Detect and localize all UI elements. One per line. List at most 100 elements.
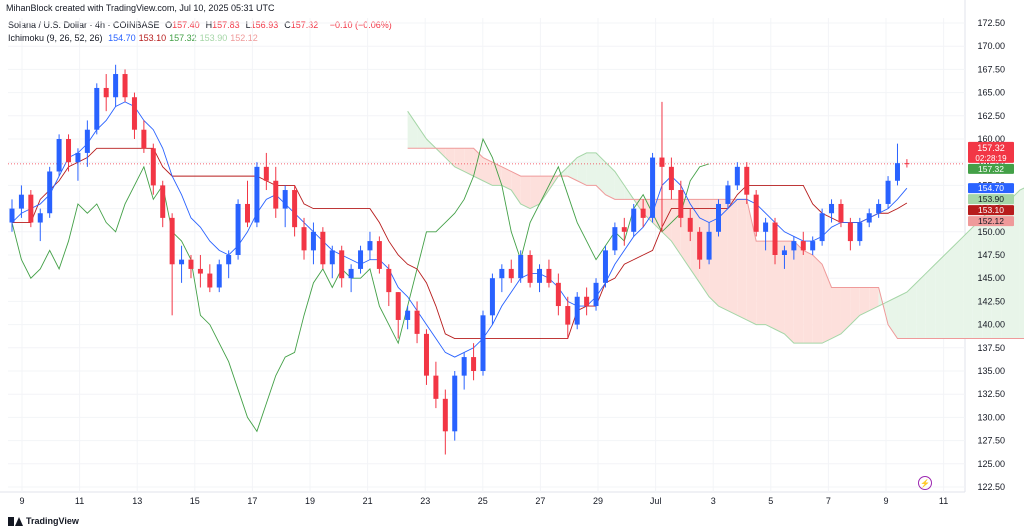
ichimoku-cloud xyxy=(407,110,1024,344)
cloud-segment xyxy=(577,152,587,186)
cloud-segment xyxy=(944,245,954,339)
candle-body xyxy=(28,194,34,223)
y-tick-label: 147.50 xyxy=(977,250,1005,260)
tradingview-logo[interactable]: TradingView xyxy=(8,516,79,526)
indicator-name: Ichimoku (9, 26, 52, 26) xyxy=(8,33,103,43)
candle-body xyxy=(37,213,43,223)
candle-body xyxy=(179,259,185,265)
change-value: −0.10 (−0.06%) xyxy=(329,20,392,30)
candle-body xyxy=(84,129,90,153)
y-tick-label: 142.50 xyxy=(977,296,1005,306)
price-label-badge xyxy=(968,194,1014,205)
candle-body xyxy=(122,74,128,98)
cloud-segment xyxy=(473,148,483,181)
ichimoku-legend: Ichimoku (9, 26, 52, 26) 154.70 153.10 157… xyxy=(8,33,264,43)
cloud-segment xyxy=(765,241,776,330)
x-tick-label: 17 xyxy=(247,496,257,506)
candle-body xyxy=(47,171,53,214)
indicator-value: 153.90 xyxy=(199,33,228,43)
indicator-values: 154.70 153.10 157.32 153.90 152.12 xyxy=(108,33,261,43)
y-tick-label: 165.00 xyxy=(977,88,1005,98)
candle-body xyxy=(263,166,269,181)
candle-body xyxy=(650,157,656,218)
candle-body xyxy=(489,278,495,316)
x-tick-label: 25 xyxy=(478,496,488,506)
x-tick-label: 3 xyxy=(711,496,716,506)
price-label-value: 153.90 xyxy=(978,194,1004,204)
cloud-segment xyxy=(520,176,531,209)
x-tick-label: 9 xyxy=(883,496,888,506)
x-tick-label: 13 xyxy=(132,496,142,506)
x-tick-label: 15 xyxy=(190,496,200,506)
cloud-segment xyxy=(756,241,766,325)
candle-body xyxy=(461,357,467,376)
candle-body xyxy=(593,282,599,307)
x-tick-label: 21 xyxy=(363,496,373,506)
candle-body xyxy=(471,357,477,371)
candle-body xyxy=(734,166,740,186)
alert-icon[interactable]: ⚡ xyxy=(918,476,932,490)
candle-body xyxy=(894,163,900,181)
price-legend: Solana / U.S. Dollar · 4h · COINBASE O15… xyxy=(8,20,395,30)
candle-body xyxy=(216,264,222,288)
cloud-segment xyxy=(417,125,427,149)
y-tick-label: 140.00 xyxy=(977,320,1005,330)
candle-body xyxy=(753,194,759,232)
candle-body xyxy=(442,398,448,432)
candle-body xyxy=(744,166,750,195)
y-tick-label: 127.50 xyxy=(977,436,1005,446)
cloud-segment xyxy=(803,250,813,344)
candle-body xyxy=(810,241,816,251)
grid xyxy=(0,0,966,493)
time-axis[interactable]: 9 11 13 15 17 19 21 23 25 27 29 Jul 3 5 7 9 11 xyxy=(19,496,948,506)
indicator-value: 154.70 xyxy=(108,33,136,43)
candle-body xyxy=(358,250,364,269)
cloud-segment xyxy=(699,199,710,297)
cloud-segment xyxy=(445,148,455,167)
candle-body xyxy=(141,129,147,149)
cloud-segment xyxy=(661,199,672,242)
cloud-segment xyxy=(897,292,907,339)
candle-body xyxy=(273,180,279,209)
candle-body xyxy=(197,268,203,274)
candle-body xyxy=(235,203,241,255)
candle-body xyxy=(904,163,910,165)
candle-body xyxy=(367,241,373,251)
candle-body xyxy=(829,203,835,214)
candle-body xyxy=(66,139,72,163)
price-label-value: 157.32 xyxy=(978,164,1004,174)
y-tick-label: 167.50 xyxy=(977,64,1005,74)
candle-body xyxy=(226,255,232,265)
cloud-segment xyxy=(982,208,992,339)
y-tick-label: 162.50 xyxy=(977,111,1005,121)
candle-body xyxy=(480,315,486,371)
candle-body xyxy=(329,250,335,265)
indicator-value: 152.12 xyxy=(230,33,258,43)
candle-body xyxy=(819,213,825,242)
candle-body xyxy=(452,375,458,432)
candle-body xyxy=(716,203,721,232)
candle-body xyxy=(113,74,119,98)
cloud-segment xyxy=(812,255,823,344)
x-tick-label: 29 xyxy=(593,496,603,506)
cloud-segment xyxy=(737,199,747,320)
span-a-line xyxy=(407,110,1024,344)
cloud-segment xyxy=(407,111,418,149)
candle-body xyxy=(508,268,514,279)
price-axis[interactable]: 172.50170.00167.50165.00162.50160.00157.… xyxy=(977,18,1005,492)
symbol-label: Solana / U.S. Dollar · 4h · COINBASE xyxy=(8,20,160,30)
candle-body xyxy=(584,296,590,307)
attribution-text: MihanBlock created with TradingView.com,… xyxy=(6,3,275,13)
cloud-segment xyxy=(501,166,512,191)
candles xyxy=(9,64,910,455)
candle-body xyxy=(555,282,561,307)
candle-body xyxy=(245,203,250,223)
y-tick-label: 145.00 xyxy=(977,273,1005,283)
x-tick-label: 27 xyxy=(535,496,545,506)
candle-body xyxy=(763,222,769,232)
candle-body xyxy=(433,375,439,399)
candle-body xyxy=(75,152,81,163)
ohlc-o: O157.40 xyxy=(165,20,200,30)
